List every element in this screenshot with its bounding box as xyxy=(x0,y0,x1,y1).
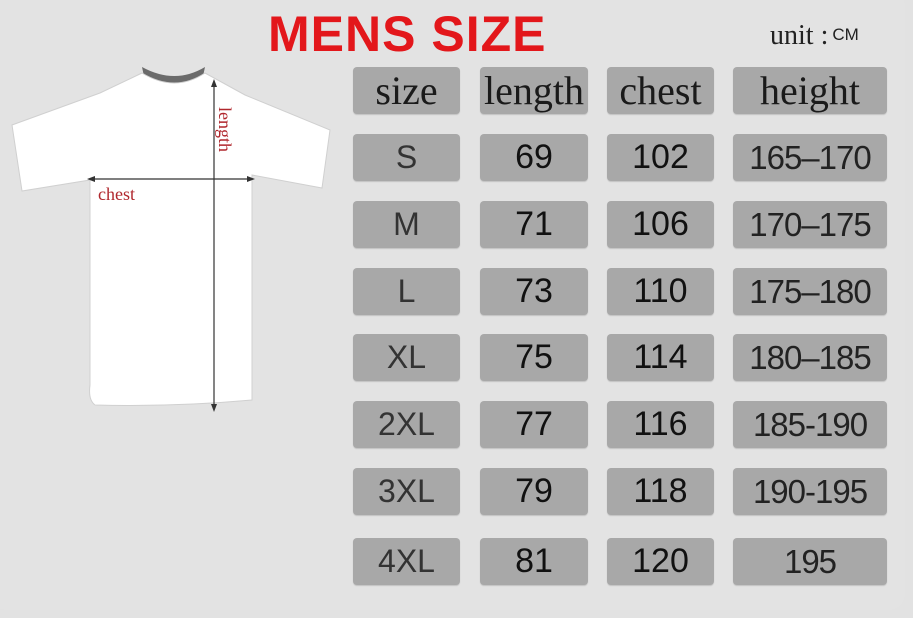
cell-chest: 102 xyxy=(607,134,714,181)
cell-size: L xyxy=(353,268,460,315)
tshirt-diagram: length chest xyxy=(11,67,331,412)
cell-height: 190-195 xyxy=(733,468,887,515)
tshirt-body xyxy=(11,72,331,406)
cell-height: 185-190 xyxy=(733,401,887,448)
cell-size: M xyxy=(353,201,460,248)
cell-size: S xyxy=(353,134,460,181)
cell-size: 2XL xyxy=(353,401,460,448)
cell-length: 81 xyxy=(480,538,588,585)
cell-chest: 116 xyxy=(607,401,714,448)
cell-length: 75 xyxy=(480,334,588,381)
cell-size: 3XL xyxy=(353,468,460,515)
length-label: length xyxy=(215,107,235,152)
chest-label: chest xyxy=(98,184,135,204)
unit-label: unit : CM xyxy=(770,20,859,51)
cell-size: 4XL xyxy=(353,538,460,585)
cell-chest: 114 xyxy=(607,334,714,381)
header-length: length xyxy=(480,67,588,114)
header-height: height xyxy=(733,67,887,114)
cell-height: 195 xyxy=(733,538,887,585)
cell-length: 71 xyxy=(480,201,588,248)
cell-length: 79 xyxy=(480,468,588,515)
cell-length: 69 xyxy=(480,134,588,181)
cell-chest: 110 xyxy=(607,268,714,315)
page-title: MENS SIZE xyxy=(268,6,547,62)
cell-length: 77 xyxy=(480,401,588,448)
cell-chest: 120 xyxy=(607,538,714,585)
cell-chest: 106 xyxy=(607,201,714,248)
cell-height: 170–175 xyxy=(733,201,887,248)
cell-height: 165–170 xyxy=(733,134,887,181)
header-size: size xyxy=(353,67,460,114)
cell-height: 180–185 xyxy=(733,334,887,381)
cell-size: XL xyxy=(353,334,460,381)
header-chest: chest xyxy=(607,67,714,114)
cell-length: 73 xyxy=(480,268,588,315)
cell-height: 175–180 xyxy=(733,268,887,315)
unit-value: CM xyxy=(832,25,859,44)
cell-chest: 118 xyxy=(607,468,714,515)
